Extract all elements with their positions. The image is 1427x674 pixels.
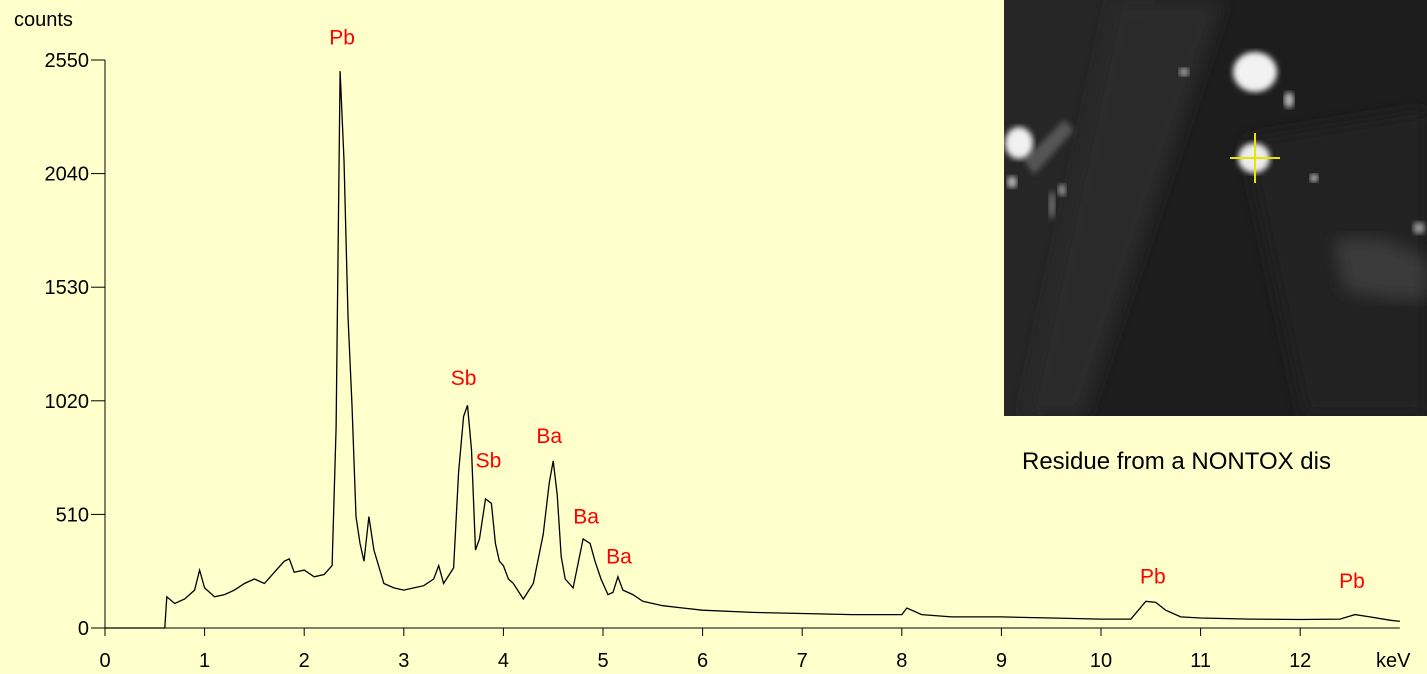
peak-annotations: Pb Sb Sb Ba Ba Ba Pb Pb <box>329 26 1365 592</box>
peak-label: Sb <box>451 367 477 390</box>
x-tick-label: 9 <box>996 650 1007 672</box>
x-tick-label: 3 <box>398 650 409 672</box>
y-tick-label: 2550 <box>45 50 90 72</box>
x-tick-label: 7 <box>797 650 808 672</box>
x-tick-label: 5 <box>597 650 608 672</box>
sem-micrograph-icon <box>1004 0 1427 416</box>
x-tick-label: 10 <box>1090 650 1112 672</box>
x-tick-label: 2 <box>299 650 310 672</box>
x-tick-label: 1 <box>199 650 210 672</box>
y-tick-label: 0 <box>78 618 89 640</box>
peak-label: Pb <box>1339 570 1365 593</box>
x-tick-label: 6 <box>697 650 708 672</box>
x-tick-label: 4 <box>498 650 509 672</box>
y-tick-label: 510 <box>56 504 89 526</box>
y-tick-label: 1530 <box>45 277 90 299</box>
y-tick-label: 2040 <box>45 164 90 186</box>
x-tick-label: 11 <box>1190 650 1211 672</box>
x-tick-label: 12 <box>1289 650 1311 672</box>
peak-label: Pb <box>329 26 355 49</box>
y-axis: 0 510 1020 1530 2040 2550 <box>45 50 106 640</box>
y-tick-label: 1020 <box>45 391 90 413</box>
spectrum-line <box>105 71 1400 629</box>
x-tick-label: 8 <box>896 650 907 672</box>
peak-label: Ba <box>573 505 599 528</box>
peak-label: Ba <box>536 425 562 448</box>
x-tick-label: 0 <box>99 650 110 672</box>
y-axis-label: counts <box>14 9 73 31</box>
peak-label: Ba <box>606 545 632 568</box>
x-axis-label: keV <box>1376 650 1411 672</box>
peak-label: Pb <box>1140 565 1166 588</box>
peak-label: Sb <box>476 450 502 473</box>
x-axis: 0 1 2 3 4 5 6 7 8 9 10 11 12 <box>99 627 1400 672</box>
caption: Residue from a NONTOX dis <box>1022 448 1331 475</box>
